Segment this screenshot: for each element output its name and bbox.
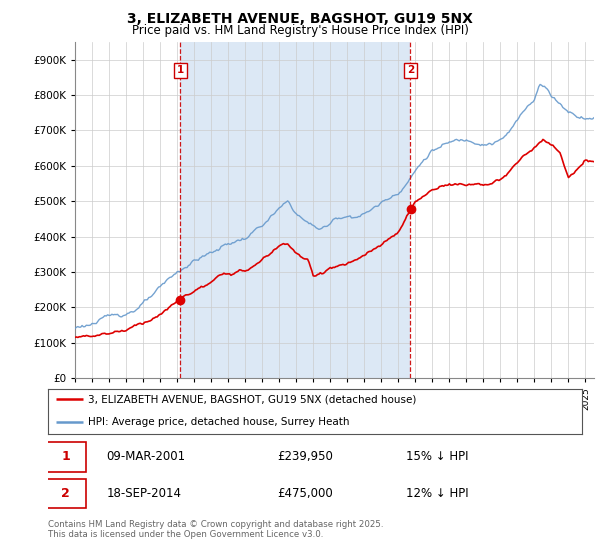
Text: £475,000: £475,000 bbox=[278, 487, 334, 500]
Text: 2: 2 bbox=[407, 66, 414, 75]
FancyBboxPatch shape bbox=[46, 478, 86, 508]
Bar bbox=[181, 42, 410, 378]
Text: 18-SEP-2014: 18-SEP-2014 bbox=[107, 487, 182, 500]
Text: HPI: Average price, detached house, Surrey Heath: HPI: Average price, detached house, Surr… bbox=[88, 417, 350, 427]
Text: 3, ELIZABETH AVENUE, BAGSHOT, GU19 5NX (detached house): 3, ELIZABETH AVENUE, BAGSHOT, GU19 5NX (… bbox=[88, 394, 416, 404]
Text: 09-MAR-2001: 09-MAR-2001 bbox=[107, 450, 186, 464]
Text: 3, ELIZABETH AVENUE, BAGSHOT, GU19 5NX: 3, ELIZABETH AVENUE, BAGSHOT, GU19 5NX bbox=[127, 12, 473, 26]
Text: Contains HM Land Registry data © Crown copyright and database right 2025.
This d: Contains HM Land Registry data © Crown c… bbox=[48, 520, 383, 539]
FancyBboxPatch shape bbox=[46, 442, 86, 472]
Text: 1: 1 bbox=[61, 450, 70, 464]
Text: £239,950: £239,950 bbox=[278, 450, 334, 464]
Text: 2: 2 bbox=[61, 487, 70, 500]
Text: 15% ↓ HPI: 15% ↓ HPI bbox=[406, 450, 468, 464]
Text: 12% ↓ HPI: 12% ↓ HPI bbox=[406, 487, 469, 500]
Text: Price paid vs. HM Land Registry's House Price Index (HPI): Price paid vs. HM Land Registry's House … bbox=[131, 24, 469, 37]
Text: 1: 1 bbox=[177, 66, 184, 75]
